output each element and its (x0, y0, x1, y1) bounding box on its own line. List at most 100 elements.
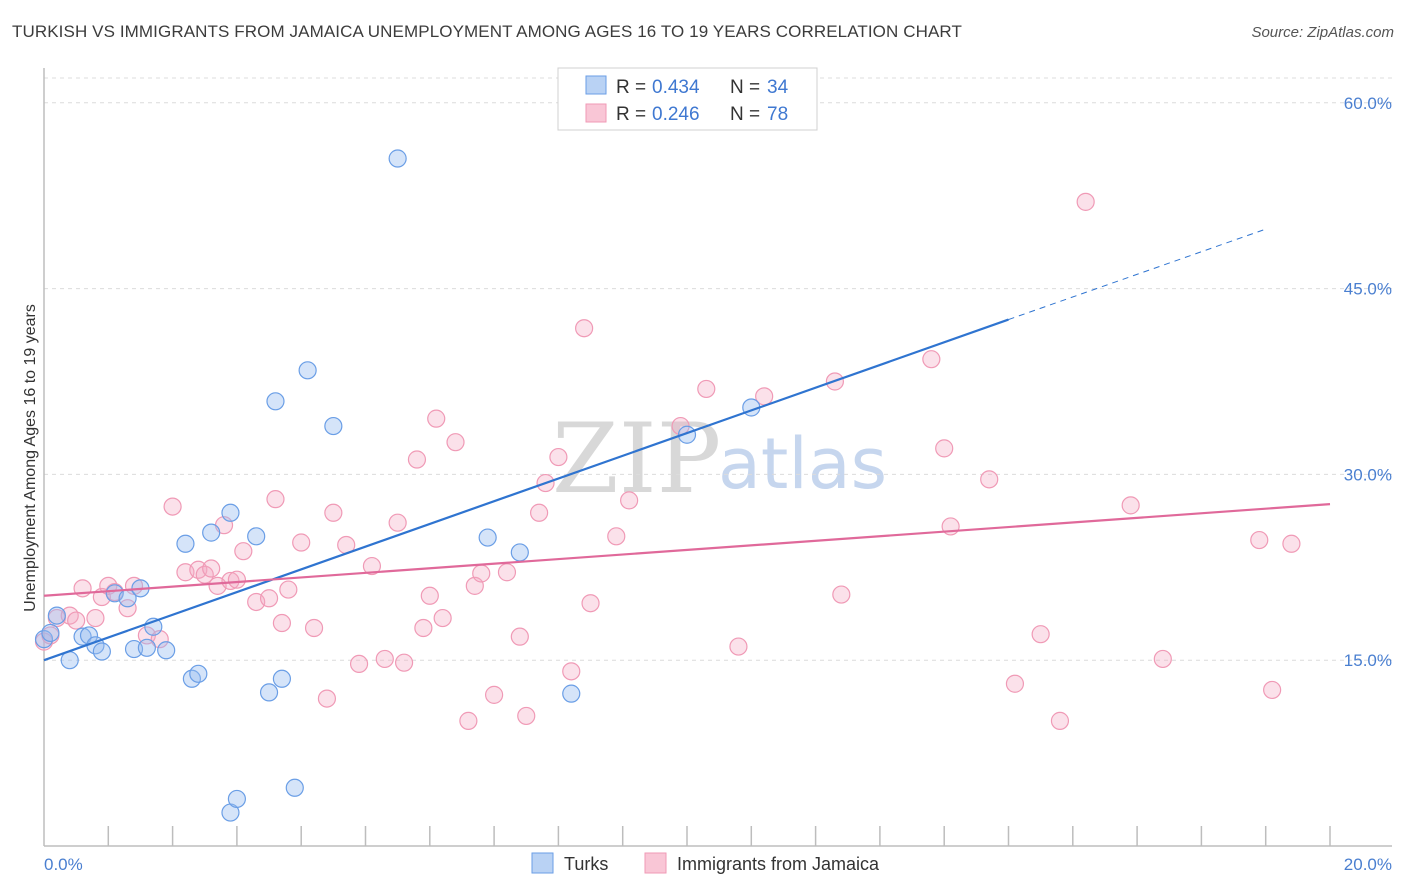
turks-point-29 (510, 543, 529, 562)
legend-n-value-turks: 34 (767, 77, 789, 98)
turks-point-21 (259, 683, 279, 702)
jamaica-point-32 (324, 503, 343, 522)
turks-point-34 (227, 789, 246, 809)
y-tick-label-3: 60.0% (1344, 94, 1392, 113)
jamaica-point-72 (1050, 711, 1070, 730)
jamaica-point-75 (1153, 649, 1172, 669)
jamaica-point-6 (86, 608, 105, 628)
jamaica-point-51 (517, 706, 536, 726)
turks-point-26 (324, 416, 343, 436)
gridlines (44, 77, 1392, 661)
turks-point-24 (285, 778, 304, 797)
jamaica-point-62 (729, 637, 748, 656)
bottom-legend-swatch-jamaica (644, 852, 667, 874)
legend-n-label-jamaica: N = (730, 104, 760, 125)
jamaica-point-66 (922, 350, 941, 369)
turks-trend-line (43, 318, 1009, 662)
jamaica-point-58 (607, 527, 626, 546)
jamaica-point-35 (362, 556, 382, 576)
y-tick-label-1: 30.0% (1344, 465, 1392, 484)
legend-r-label-jamaica: R = (616, 104, 646, 125)
jamaica-point-42 (427, 409, 446, 428)
jamaica-point-4 (67, 611, 86, 630)
turks-point-22 (266, 392, 285, 411)
jamaica-point-30 (304, 618, 324, 638)
legend-r-label-turks: R = (616, 77, 646, 98)
legend-n-value-jamaica: 78 (767, 104, 788, 125)
jamaica-point-50 (510, 627, 529, 646)
jamaica-point-47 (472, 564, 491, 583)
y-tick-labels: 15.0% 30.0% 45.0% 60.0% (1344, 94, 1392, 670)
jamaica-point-43 (433, 608, 452, 628)
legend-r-value-turks: 0.434 (652, 77, 700, 98)
turks-point-27 (388, 149, 407, 168)
turks-point-4 (73, 627, 92, 646)
legend-r-value-jamaica: 0.246 (652, 104, 700, 125)
jamaica-point-34 (349, 654, 369, 674)
jamaica-trend-line (43, 503, 1331, 597)
jamaica-point-39 (407, 450, 427, 469)
turks-point-15 (176, 534, 195, 553)
bottom-legend-turks: Turks (564, 854, 608, 874)
jamaica-point-29 (292, 533, 311, 552)
jamaica-point-22 (227, 570, 246, 589)
jamaica-point-23 (234, 542, 253, 561)
jamaica-point-56 (575, 319, 594, 338)
x-tick-marks (107, 826, 1331, 846)
turks-point-28 (562, 684, 581, 703)
legend-swatch-jamaica (585, 103, 607, 123)
turks-point-10 (124, 639, 144, 659)
jamaica-point-38 (394, 653, 414, 672)
source-credit: Source: ZipAtlas.com (1251, 24, 1394, 41)
jamaica-point-36 (375, 649, 394, 669)
jamaica-point-78 (1282, 534, 1301, 553)
jamaica-point-74 (1121, 496, 1140, 515)
turks-point-2 (47, 606, 66, 625)
jamaica-point-67 (935, 439, 954, 458)
jamaica-point-73 (1076, 192, 1095, 211)
jamaica-point-55 (562, 662, 581, 681)
y-tick-label-2: 45.0% (1344, 280, 1392, 299)
jamaica-point-45 (459, 711, 478, 730)
axes (43, 68, 1392, 847)
turks-point-14 (157, 641, 176, 660)
bottom-legend-jamaica: Immigrants from Jamaica (677, 854, 880, 874)
legend-n-label-turks: N = (730, 77, 760, 98)
turks-point-7 (92, 642, 111, 661)
top-legend: R = 0.434 N = 34 R = 0.246 N = 78 (557, 67, 818, 131)
jamaica-point-69 (980, 470, 999, 489)
jamaica-point-48 (485, 685, 504, 704)
jamaica-point-59 (620, 491, 639, 510)
jamaica-point-57 (581, 594, 600, 613)
turks-point-30 (478, 528, 497, 547)
jamaica-point-37 (388, 513, 407, 532)
turks-point-17 (189, 664, 208, 683)
jamaica-point-54 (549, 447, 568, 467)
turks-trend-extension (1008, 228, 1266, 321)
bottom-legend: Turks Immigrants from Jamaica (531, 852, 880, 874)
y-tick-label-0: 15.0% (1344, 651, 1392, 670)
jamaica-point-65 (832, 585, 851, 604)
jamaica-point-31 (317, 689, 337, 708)
jamaica-point-18 (202, 559, 221, 578)
turks-point-19 (221, 503, 240, 522)
bottom-legend-swatch-turks (531, 852, 554, 874)
y-axis-label: Unemployment Among Ages 16 to 19 years (22, 304, 39, 612)
jamaica-point-44 (446, 433, 465, 452)
jamaica-point-61 (697, 379, 716, 399)
chart-title: TURKISH VS IMMIGRANTS FROM JAMAICA UNEMP… (12, 22, 962, 41)
jamaica-point-40 (414, 618, 433, 638)
jamaica-point-28 (279, 580, 298, 599)
x-tick-label-min: 0.0% (44, 855, 83, 874)
jamaica-point-10 (118, 599, 137, 618)
turks-point-25 (298, 361, 317, 380)
jamaica-point-25 (259, 589, 279, 608)
legend-swatch-turks (585, 75, 607, 95)
turks-point-23 (272, 669, 292, 688)
jamaica-point-26 (266, 490, 285, 509)
jamaica-point-49 (497, 563, 517, 582)
jamaica-point-70 (1005, 674, 1025, 693)
turks-point-20 (247, 527, 266, 546)
jamaica-point-77 (1263, 680, 1282, 700)
